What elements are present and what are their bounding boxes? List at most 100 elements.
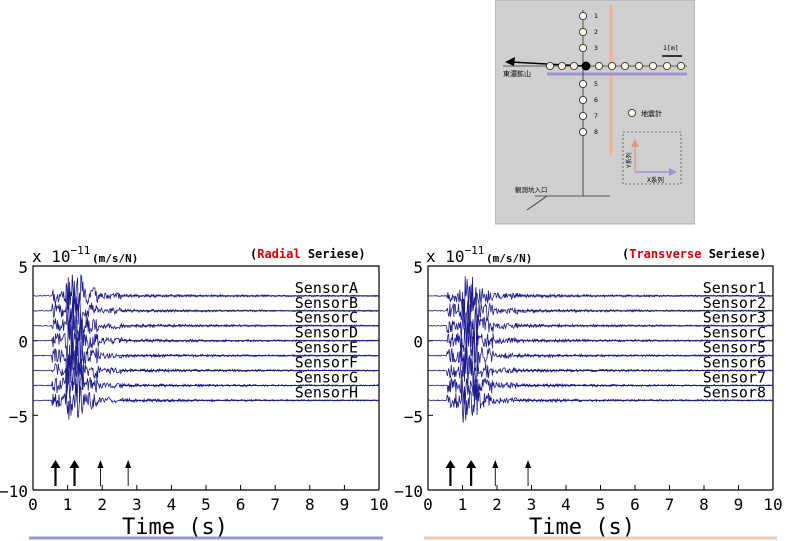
sensor-label: SensorA (295, 279, 358, 297)
sensor-number: 6 (594, 96, 598, 104)
arrival-arrowhead (69, 460, 80, 468)
sensor-marker (578, 11, 588, 21)
arrival-arrowhead (525, 460, 532, 468)
entrance-label: 観測坑入口 (515, 185, 548, 194)
sensor-number: 8 (594, 128, 598, 136)
sensor-marker (578, 95, 588, 105)
x-tick-label: 4 (561, 495, 571, 514)
sensor-marker (557, 61, 567, 71)
sensor-number: 7 (594, 112, 598, 120)
sensor-number: 2 (594, 28, 598, 36)
sensor-label: Sensor8 (703, 383, 766, 401)
x-tick-label: 0 (28, 495, 38, 514)
vertical-sensor-group: 1 2 3 5 6 7 8 (578, 11, 598, 137)
sensor-marker (569, 61, 579, 71)
arrival-arrowhead (466, 460, 477, 468)
y-tick-label: −5 (404, 407, 423, 426)
sensor-label: SensorC (703, 324, 766, 342)
direction-label: 東濃鉱山 (503, 69, 531, 78)
sensor-marker (648, 61, 658, 71)
x-tick-label: 5 (201, 495, 211, 514)
y-tick-label: −5 (9, 407, 28, 426)
sensor-label: Sensor2 (703, 294, 766, 312)
y-series-label: Y系列 (625, 152, 633, 168)
sensor-label: SensorC (295, 309, 358, 327)
sensor-marker (578, 43, 588, 53)
sensor-number: 1 (594, 12, 598, 20)
sensor-marker (545, 61, 555, 71)
chart-title: (Radial Seriese) (250, 247, 366, 261)
horizontal-sensor-group (545, 61, 686, 71)
x-tick-label: 7 (270, 495, 280, 514)
x-tick-label: 9 (734, 495, 744, 514)
y-tick-label: 0 (18, 333, 28, 352)
x-tick-label: 6 (236, 495, 246, 514)
axes-inset-box (622, 131, 682, 185)
y-tick-label: 0 (413, 333, 423, 352)
plot-area: 50−5−100 1 2 3 4 5 6 7 8 9 10Sensor1Sensor2Sensor3… (394, 258, 783, 514)
scale-label: 1[m] (663, 44, 679, 52)
x-tick-label: 10 (763, 495, 782, 514)
plot-area: 50−5−100 1 2 3 4 5 6 7 8 9 10SensorASensorBSensorC… (0, 258, 389, 514)
y-tick-label: −10 (394, 482, 423, 501)
x-axis-label: Time (s) (529, 515, 635, 540)
sensor-label: SensorD (295, 324, 358, 342)
y-tick-label: 5 (413, 258, 423, 277)
sensor-number: 3 (594, 44, 598, 52)
sensor-marker (676, 61, 686, 71)
center-sensor-marker (581, 61, 591, 71)
x-tick-label: 10 (369, 495, 388, 514)
chart-title: (Transverse Seriese) (622, 247, 767, 261)
x-tick-label: 4 (167, 495, 177, 514)
unit-label: (m/s/N) (92, 252, 138, 265)
sensor-marker (578, 111, 588, 121)
sensor-number: 5 (594, 80, 598, 88)
arrival-arrowhead (50, 460, 61, 468)
y-tick-label: −10 (0, 482, 28, 501)
sensor-label: SensorB (295, 294, 358, 312)
x-tick-label: 6 (630, 495, 640, 514)
radial-series-chart: x 10−11 (m/s/N) (Radial Seriese) 5 0 −5 −10… (0, 244, 389, 540)
legend-label: 地震計 (641, 109, 662, 118)
plot-frame (427, 265, 774, 490)
arrival-arrowhead (125, 460, 132, 468)
sensor-label: SensorG (295, 368, 358, 386)
x-tick-label: 3 (527, 495, 537, 514)
sensor-label: Sensor3 (703, 309, 766, 327)
sensor-label: Sensor6 (703, 354, 766, 372)
sensor-marker (578, 127, 588, 137)
unit-label: (m/s/N) (486, 252, 532, 265)
x-tick-label: 0 (423, 495, 433, 514)
x-tick-label: 7 (665, 495, 675, 514)
x-tick-label: 2 (492, 495, 502, 514)
y-tick-label: 5 (18, 258, 28, 277)
sensor-marker (634, 61, 644, 71)
sensor-layout-map: 東濃鉱山 1[m] 1 2 3 5 6 7 8 地震計 (495, 0, 695, 225)
x-tick-label: 3 (132, 495, 142, 514)
x-tick-label: 1 (63, 495, 73, 514)
arrival-arrowhead (97, 460, 104, 468)
scale-label: x 10−11 (426, 244, 484, 266)
title-highlight: Radial (257, 247, 300, 261)
plot-frame (32, 265, 380, 490)
x-tick-label: 8 (305, 495, 315, 514)
arrival-arrowhead (492, 460, 499, 468)
x-tick-label: 9 (340, 495, 350, 514)
sensor-marker (607, 61, 617, 71)
sensor-label: SensorH (295, 383, 358, 401)
sensor-marker (578, 27, 588, 37)
x-tick-label: 8 (699, 495, 709, 514)
map-background (495, 0, 695, 225)
sensor-marker (594, 61, 604, 71)
sensor-marker (662, 61, 672, 71)
x-tick-label: 5 (596, 495, 606, 514)
legend-marker (627, 108, 637, 118)
waveform-trace (427, 369, 774, 408)
x-tick-label: 2 (97, 495, 107, 514)
sensor-label: SensorE (295, 339, 358, 357)
sensor-marker (578, 79, 588, 89)
transverse-series-chart: x 10−11 (m/s/N) (Transverse Seriese) 50−… (394, 244, 783, 540)
sensor-label: Sensor1 (703, 279, 766, 297)
scale-label: x 10−11 (32, 244, 90, 266)
x-tick-label: 1 (458, 495, 468, 514)
